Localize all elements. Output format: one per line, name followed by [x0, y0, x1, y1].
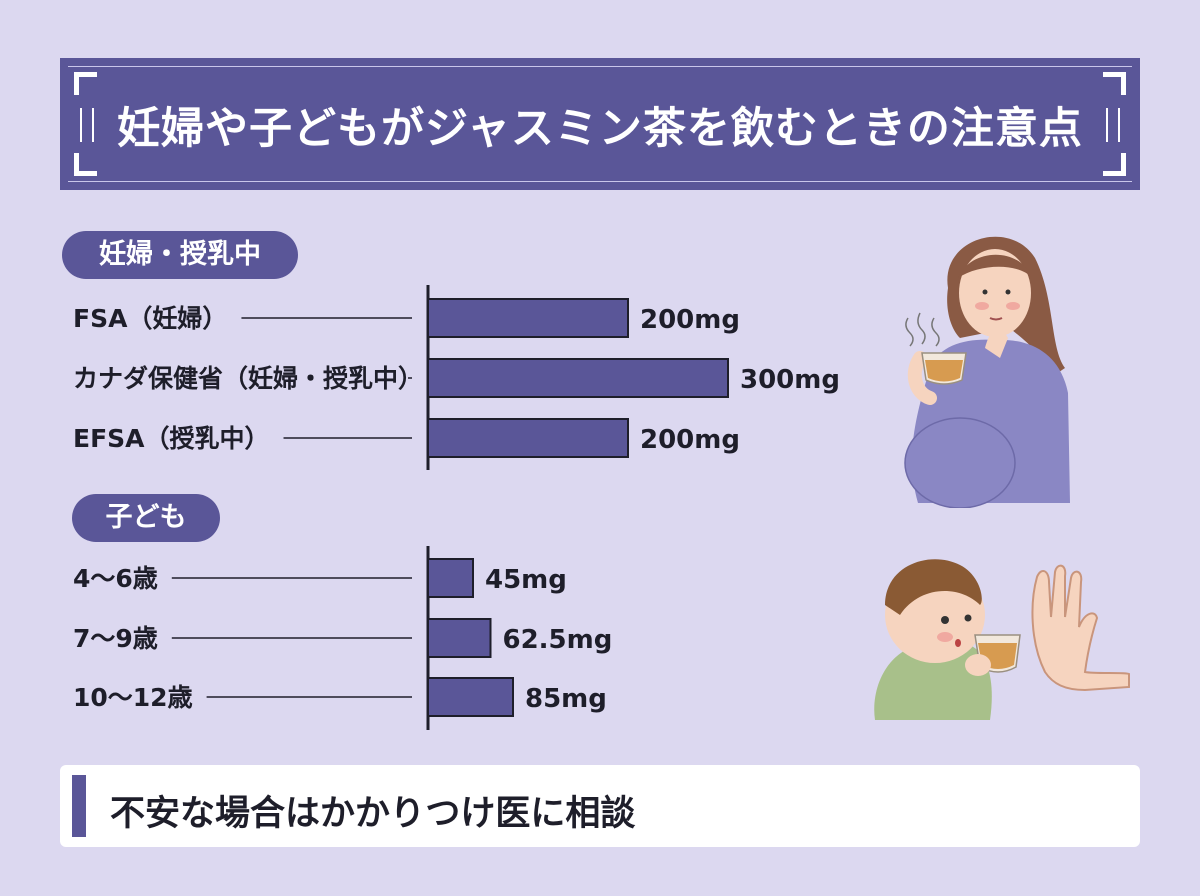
- advice-accent-bar: [72, 775, 86, 837]
- category-label: 4〜6歳: [73, 564, 158, 593]
- bar: [427, 618, 492, 658]
- child-illustration: [874, 559, 1021, 720]
- stop-hand-icon: [1031, 564, 1130, 692]
- fringe-shape: [958, 254, 1032, 278]
- stop-hand-illustration: [1031, 564, 1130, 692]
- tea-liquid: [925, 360, 963, 382]
- banner-frame-line: [68, 66, 1132, 182]
- value-label: 200mg: [640, 305, 740, 335]
- value-label: 300mg: [740, 365, 840, 395]
- section-heading-children: 子ども: [72, 494, 220, 542]
- chart-pregnant-lactating: FSA（妊婦） 200mg カナダ保健省（妊婦・授乳中） 300mg EFSA（授乳中）…: [73, 285, 840, 470]
- category-label: 10〜12歳: [73, 683, 193, 712]
- section-heading-pregnant: 妊婦・授乳中: [62, 231, 298, 279]
- hand-on-chin: [985, 329, 1008, 358]
- bar: [427, 358, 729, 398]
- child-hand: [965, 654, 991, 676]
- chart-children: 4〜6歳 45mg 7〜9歳 62.5mg 10〜12歳 85mg: [73, 546, 612, 730]
- category-label: EFSA（授乳中）: [73, 424, 270, 453]
- child-eye: [964, 614, 972, 622]
- cheek-right: [1006, 302, 1020, 310]
- child-shirt: [874, 645, 992, 720]
- value-label: 85mg: [525, 684, 607, 714]
- eye-left: [982, 289, 988, 295]
- category-label: 7〜9歳: [73, 624, 158, 653]
- banner-side-bars-left: [80, 108, 94, 142]
- category-label: カナダ保健省（妊婦・授乳中）: [73, 364, 423, 393]
- corner-bracket-top-left: [74, 72, 97, 95]
- pregnant-woman-illustration: [904, 236, 1070, 508]
- bar: [427, 558, 474, 598]
- advice-text: 不安な場合はかかりつけ医に相談: [110, 794, 636, 834]
- face-shape: [959, 249, 1031, 337]
- steam-icon: [931, 317, 940, 347]
- steam-icon: [917, 312, 926, 345]
- value-label: 62.5mg: [503, 625, 613, 655]
- mouth: [989, 317, 1003, 321]
- child-eye: [941, 616, 949, 624]
- arm-holding-cup: [907, 351, 937, 405]
- child-hair: [885, 559, 982, 615]
- bar: [427, 677, 514, 717]
- eye-right: [1005, 289, 1011, 295]
- value-label: 200mg: [640, 425, 740, 455]
- corner-bracket-top-right: [1103, 72, 1126, 95]
- banner-side-bars-right: [1106, 108, 1120, 142]
- cheek-left: [975, 302, 989, 310]
- advice-box: 不安な場合はかかりつけ医に相談: [60, 765, 1140, 847]
- child-cheek: [937, 632, 953, 642]
- page-title: 妊婦や子どもがジャスミン茶を飲むときの注意点: [117, 104, 1083, 154]
- bar: [427, 418, 629, 458]
- corner-bracket-bottom-left: [74, 153, 97, 176]
- child-mouth: [955, 639, 961, 647]
- belly-shape: [904, 417, 1016, 508]
- steam-icon: [905, 317, 914, 347]
- corner-bracket-bottom-right: [1103, 153, 1126, 176]
- title-banner: 妊婦や子どもがジャスミン茶を飲むときの注意点: [60, 58, 1140, 190]
- bar: [427, 298, 629, 338]
- category-label: FSA（妊婦）: [73, 304, 227, 333]
- value-label: 45mg: [485, 565, 567, 595]
